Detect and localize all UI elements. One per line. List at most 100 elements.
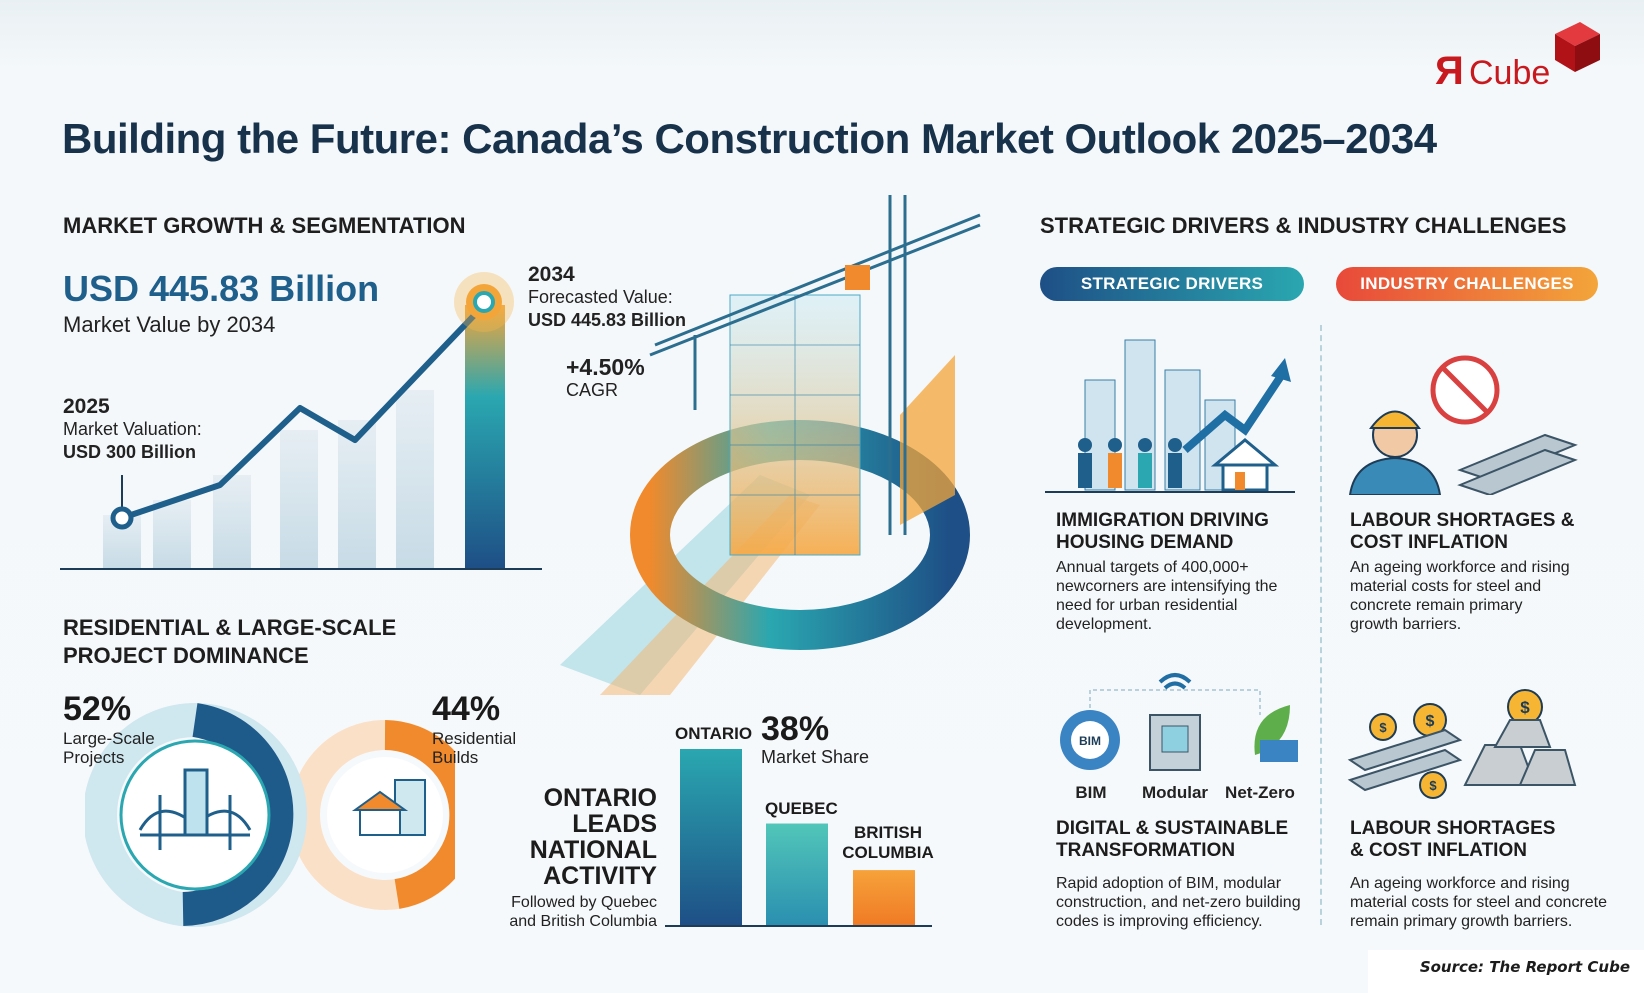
card-labour-2: LABOUR SHORTAGES & COST INFLATION An age…	[1350, 818, 1607, 931]
start-value: USD 300 Billion	[63, 442, 197, 462]
card-title: TRANSFORMATION	[1056, 840, 1236, 861]
large-scale-label: Large-Scale	[63, 729, 155, 748]
region-bar-chart	[665, 749, 932, 927]
bc-label-1: BRITISH	[854, 823, 922, 842]
card-digital: DIGITAL & SUSTAINABLE TRANSFORMATION Rap…	[1056, 818, 1301, 931]
regions-headline: ONTARIO LEADS NATIONAL ACTIVITY	[500, 785, 657, 889]
card-body-line: growth barriers.	[1350, 616, 1462, 633]
bar	[338, 420, 376, 568]
cagr-label: CAGR	[566, 380, 619, 400]
industry-challenges-pill: INDUSTRY CHALLENGES	[1336, 267, 1598, 301]
bc-label-2: COLUMBIA	[842, 843, 934, 862]
bar	[396, 390, 434, 568]
strategic-drivers-pill: STRATEGIC DRIVERS	[1040, 267, 1304, 301]
ontario-value: 38%	[761, 710, 830, 748]
card-body-line: Annual targets of 400,000+	[1056, 559, 1249, 576]
bridge-icon	[138, 768, 252, 850]
card-title: LABOUR SHORTAGES	[1350, 818, 1556, 839]
regions-headline-line: ACTIVITY	[543, 862, 657, 890]
icon-label-bim: BIM	[1075, 783, 1107, 802]
source-note: Source: The Report Cube	[1368, 950, 1644, 993]
residential-value: 44%	[432, 690, 501, 728]
end-value: USD 445.83 Billion	[528, 310, 687, 330]
bim-badge: BIM	[1079, 734, 1101, 748]
cagr-annotation: +4.50% CAGR	[566, 356, 645, 402]
start-annotation: 2025 Market Valuation: USD 300 Billion	[63, 395, 202, 464]
card-title: HOUSING DEMAND	[1056, 532, 1234, 553]
card-body-line: material costs for steel and	[1350, 578, 1542, 595]
bc-label: BRITISH COLUMBIA	[838, 823, 938, 863]
quebec-label: QUEBEC	[765, 799, 838, 818]
immigration-city-icon	[1045, 339, 1295, 493]
card-labour-1: LABOUR SHORTAGES & COST INFLATION An age…	[1350, 510, 1574, 634]
svg-text:$: $	[1520, 698, 1530, 717]
card-title: & COST INFLATION	[1350, 840, 1527, 861]
ontario-caption: Market Share	[761, 747, 870, 767]
cagr-value: +4.50%	[566, 354, 645, 380]
icon-label-net-zero: Net-Zero	[1225, 783, 1295, 802]
segment-donuts	[85, 703, 455, 927]
drivers-challenges-heading: STRATEGIC DRIVERS & INDUSTRY CHALLENGES	[1040, 213, 1567, 238]
growth-line	[121, 302, 487, 521]
card-title: IMMIGRATION DRIVING	[1056, 510, 1269, 531]
segment-heading-2: PROJECT DOMINANCE	[63, 643, 309, 668]
column-divider	[1320, 325, 1322, 925]
card-immigration: IMMIGRATION DRIVING HOUSING DEMAND Annua…	[1056, 510, 1277, 634]
svg-text:$: $	[1429, 778, 1437, 793]
modular-cube-icon	[1149, 714, 1201, 771]
residential-label-2: Builds	[432, 748, 479, 767]
card-title: DIGITAL & SUSTAINABLE	[1056, 818, 1289, 839]
bar	[213, 475, 251, 568]
svg-text:Я: Я	[1435, 49, 1464, 92]
card-body-line: construction, and net-zero building	[1056, 894, 1301, 911]
svg-text:Cube: Cube	[1469, 54, 1550, 92]
start-point	[110, 506, 134, 530]
start-year: 2025	[63, 395, 110, 418]
region-bar-british-columbia	[853, 870, 915, 926]
large-scale-value: 52%	[63, 690, 132, 728]
regions-subtext: Followed by Quebec and British Columbia	[480, 893, 657, 931]
bar	[280, 430, 318, 568]
card-body-line: codes is improving efficiency.	[1056, 913, 1263, 930]
icon-label-modular: Modular	[1141, 783, 1209, 802]
cube-logo-icon: Я Cube	[1435, 22, 1600, 93]
regions-headline-line: LEADS	[572, 810, 657, 838]
card-body-line: An ageing workforce and rising	[1350, 559, 1570, 576]
card-body-line: concrete remain primary	[1350, 597, 1523, 614]
card-title: LABOUR SHORTAGES &	[1350, 510, 1575, 531]
gear-icon	[1060, 710, 1120, 770]
headline-value: USD 445.83 Billion	[63, 268, 380, 309]
market-growth-heading: MARKET GROWTH & SEGMENTATION	[63, 213, 466, 238]
large-scale-donut-arc	[182, 703, 294, 926]
growth-line-chart	[60, 272, 542, 570]
card-body-line: An ageing workforce and rising	[1350, 875, 1570, 892]
end-label: Forecasted Value:	[528, 287, 673, 307]
card-body-line: remain primary growth barriers.	[1350, 913, 1573, 930]
headline-caption: Market Value by 2034	[63, 312, 276, 337]
region-bar-quebec	[766, 823, 828, 926]
houses-icon	[351, 779, 426, 836]
regions-headline-line: NATIONAL	[529, 836, 657, 864]
logo: Я Cube	[1435, 12, 1605, 93]
end-annotation: 2034 Forecasted Value: USD 445.83 Billio…	[528, 263, 686, 332]
bar	[465, 305, 505, 568]
residential-stat: 44% Residential Builds	[432, 690, 516, 767]
regions-headline-line: ONTARIO	[543, 784, 657, 812]
end-point	[473, 291, 495, 313]
card-body-line: Rapid adoption of BIM, modular	[1056, 875, 1282, 892]
digital-icons: BIM	[1060, 673, 1298, 771]
dollar-coin-icon	[1369, 689, 1543, 799]
ontario-label: ONTARIO	[675, 724, 753, 743]
residential-label: Residential	[432, 729, 517, 748]
end-year: 2034	[528, 263, 575, 286]
region-bar-ontario	[680, 749, 742, 926]
steel-concrete-costs-icon: $ $ $ $	[1347, 689, 1577, 799]
large-scale-stat: 52% Large-Scale Projects	[63, 690, 155, 767]
page-title: Building the Future: Canada’s Constructi…	[62, 115, 1437, 162]
card-body-line: development.	[1056, 616, 1153, 633]
card-body-line: need for urban residential	[1056, 597, 1238, 614]
large-scale-label-2: Projects	[63, 748, 125, 767]
residential-donut-arc	[384, 720, 455, 909]
segment-heading-1: RESIDENTIAL & LARGE-SCALE	[63, 615, 397, 640]
leaf-solar-icon	[1254, 705, 1298, 762]
